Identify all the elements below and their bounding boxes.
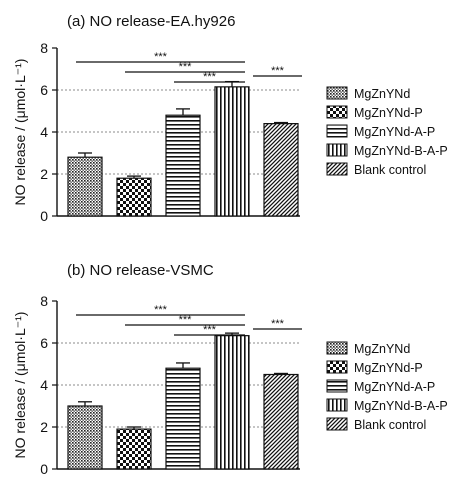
- y-tick-label: 6: [40, 82, 48, 98]
- legend-swatch: [326, 360, 348, 374]
- legend-label: MgZnYNd-P: [354, 106, 423, 120]
- significance-label: ***: [203, 324, 217, 336]
- significance-label: ***: [154, 51, 168, 63]
- legend-label: MgZnYNd-P: [354, 361, 423, 375]
- legend-swatch: [326, 379, 348, 393]
- y-axis-label: NO release / (μmol·L⁻¹): [12, 59, 28, 206]
- legend-label: MgZnYNd: [354, 342, 410, 356]
- y-tick-label: 4: [40, 124, 48, 140]
- significance-label: ***: [154, 304, 168, 316]
- y-tick-label: 8: [40, 293, 48, 309]
- legend-label: Blank control: [354, 163, 426, 177]
- legend-swatch: [326, 162, 348, 176]
- legend-swatch: [326, 124, 348, 138]
- bar: [67, 405, 103, 470]
- bar: [116, 428, 152, 470]
- bar: [116, 177, 152, 217]
- significance-label: ***: [203, 71, 217, 83]
- y-tick-label: 0: [40, 208, 48, 224]
- legend-label: MgZnYNd-B-A-P: [354, 144, 448, 158]
- bar: [165, 114, 201, 217]
- legend-label: MgZnYNd-B-A-P: [354, 399, 448, 413]
- y-axis-label: NO release / (μmol·L⁻¹): [12, 312, 28, 459]
- legend-label: MgZnYNd-A-P: [354, 380, 435, 394]
- legend-swatch: [326, 398, 348, 412]
- legend-swatch: [326, 341, 348, 355]
- bar: [263, 373, 299, 470]
- legend-swatch: [326, 143, 348, 157]
- legend-swatch: [326, 417, 348, 431]
- significance-label: ***: [179, 61, 193, 73]
- chart-panel-0: (a) NO release-EA.hy926 0 2 4 6 8 NO release /…: [12, 13, 448, 224]
- y-tick-label: 0: [40, 461, 48, 477]
- significance-label: ***: [271, 65, 285, 77]
- legend-swatch: [326, 105, 348, 119]
- bar: [165, 367, 201, 470]
- legend-label: MgZnYNd-A-P: [354, 125, 435, 139]
- bar: [214, 86, 250, 217]
- bar: [67, 156, 103, 217]
- y-tick-label: 2: [40, 419, 48, 435]
- significance-label: ***: [271, 318, 285, 330]
- chart-title: (b) NO release-VSMC: [67, 262, 214, 279]
- bar: [263, 122, 299, 217]
- significance-label: ***: [179, 314, 193, 326]
- legend-label: Blank control: [354, 418, 426, 432]
- y-tick-label: 8: [40, 40, 48, 56]
- y-tick-label: 6: [40, 335, 48, 351]
- legend-swatch: [326, 86, 348, 100]
- bar: [214, 335, 250, 470]
- chart-panel-1: (b) NO release-VSMC 0 2 4 6 8 NO release / (μm…: [12, 262, 448, 477]
- chart-title: (a) NO release-EA.hy926: [67, 13, 235, 30]
- y-tick-label: 2: [40, 166, 48, 182]
- legend-label: MgZnYNd: [354, 87, 410, 101]
- y-tick-label: 4: [40, 377, 48, 393]
